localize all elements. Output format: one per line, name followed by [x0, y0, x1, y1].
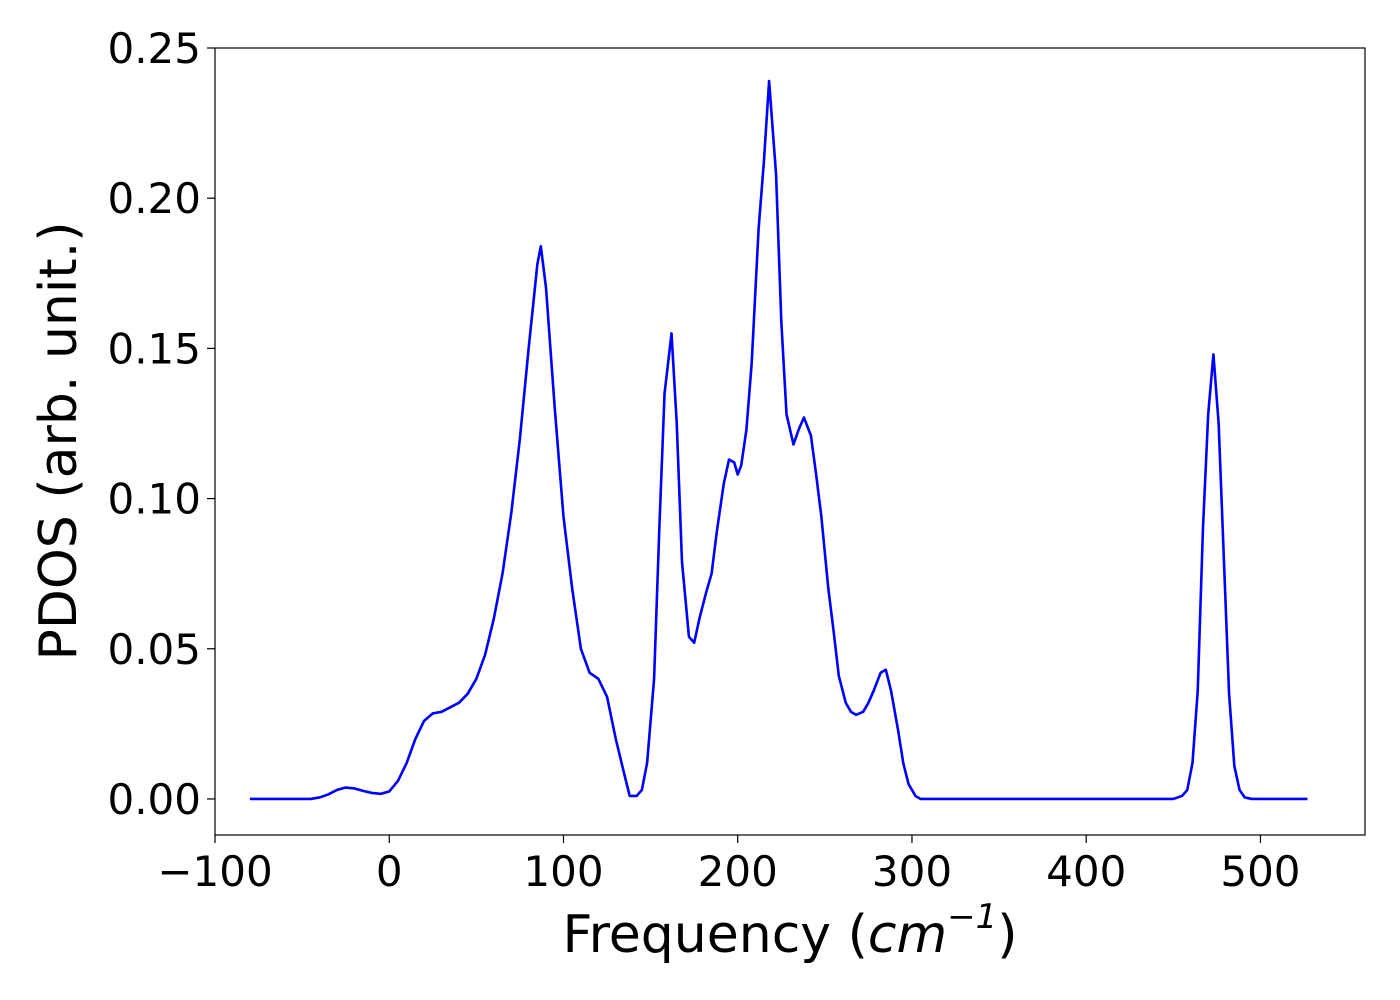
x-axis-label: Frequency (cm−1) [562, 897, 1017, 965]
x-axis-label-exponent: −1 [947, 897, 997, 937]
x-tick-label: 100 [523, 847, 603, 896]
x-axis-ticks: −100 0 100 200 300 400 500 [157, 835, 1301, 896]
x-tick-label: 0 [376, 847, 403, 896]
y-tick-label: 0.10 [107, 475, 201, 524]
x-tick-label: 400 [1046, 847, 1126, 896]
y-tick-label: 0.00 [107, 775, 201, 824]
y-tick-label: 0.25 [107, 24, 201, 73]
x-tick-label: 300 [872, 847, 952, 896]
pdos-series-line [249, 79, 1308, 801]
y-tick-label: 0.05 [107, 625, 201, 674]
x-axis-label-text: Frequency ( [562, 905, 867, 965]
plot-frame [214, 47, 1366, 836]
y-axis-ticks: 0.00 0.05 0.10 0.15 0.20 0.25 [107, 24, 215, 824]
x-axis-label-close: ) [997, 905, 1017, 965]
x-tick-label: 200 [698, 847, 778, 896]
y-tick-label: 0.15 [107, 324, 201, 373]
x-tick-label: −100 [157, 847, 272, 896]
x-axis-label-unit: cm [868, 905, 947, 965]
y-tick-label: 0.20 [107, 174, 201, 223]
y-axis-label: PDOS (arb. unit.) [29, 221, 89, 660]
x-tick-label: 500 [1220, 847, 1300, 896]
